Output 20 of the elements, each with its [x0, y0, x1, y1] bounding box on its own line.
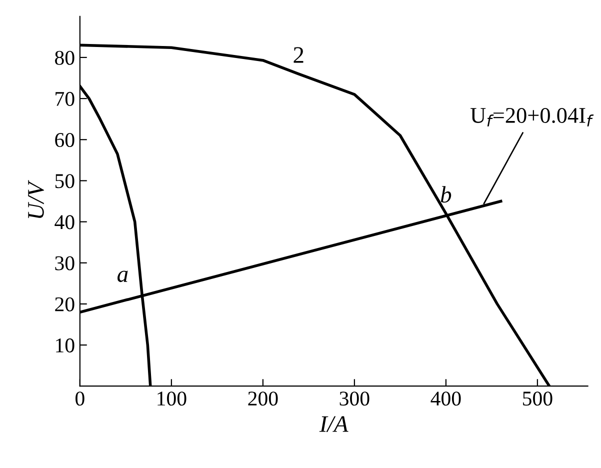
- annotation: a: [118, 270, 128, 282]
- y-tick-label: 60: [55, 132, 74, 148]
- x-tick-label: 400: [430, 392, 461, 406]
- y-tick-label: 20: [55, 297, 74, 312]
- y-tick-label: 40: [54, 215, 74, 230]
- y-tick-label: 10: [56, 338, 74, 352]
- x-tick-label: 200: [248, 392, 278, 406]
- annotation: b: [440, 186, 452, 203]
- x-axis-title: I/A: [319, 416, 348, 432]
- y-axis-title: U/V: [28, 180, 44, 218]
- annotation: 2: [294, 47, 304, 63]
- y-tick-label: 80: [55, 50, 74, 65]
- x-tick-label: 500: [523, 392, 552, 406]
- y-tick-label: 30: [55, 256, 74, 270]
- x-tick-label: 0: [76, 392, 84, 406]
- x-tick-label: 100: [158, 392, 186, 406]
- annotation: U$_{f}$=20+0.04I$_{f}$: [470, 108, 594, 126]
- y-tick-label: 50: [55, 174, 74, 188]
- y-tick-label: 70: [56, 92, 74, 106]
- x-tick-label: 300: [340, 392, 370, 406]
